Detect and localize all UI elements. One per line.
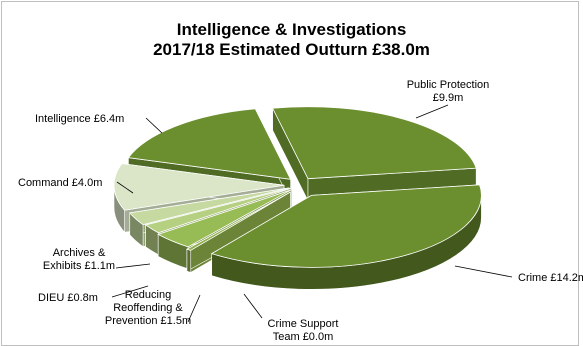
pie-slice-7 [127,108,292,180]
pie-slice-3 [157,189,292,248]
slice-label-line: £9.9m [433,92,464,104]
leader-line-6 [116,181,134,194]
chart-title-line1: Intelligence & Investigations [176,20,407,39]
slice-label-line: Archives & [53,247,106,259]
slice-label-4: DIEU £0.8m [38,292,98,304]
slice-label-line: Public Protection [407,79,490,91]
slice-label-3: Reducing Reoffending & Prevention £1.5m [105,289,191,327]
slice-label-line: Prevention £1.5m [105,315,191,327]
pie-slice-6 [113,163,285,211]
leader-line-4 [111,285,149,298]
leader-line-3 [187,294,201,323]
leader-line-2 [243,293,263,319]
pie-slice-0 [272,106,477,180]
slice-wall-2-0 [186,248,192,273]
slice-label-7: Intelligence £6.4m [35,113,124,125]
leader-line-0 [415,104,449,119]
leader-line-1 [454,265,513,278]
slice-label-line: Team £0.0m [273,331,334,340]
pie-slice-5 [129,187,290,226]
leader-line-7 [145,117,163,134]
slice-label-line: Crime Support [268,318,339,330]
slice-label-line: Intelligence £6.4m [35,113,124,125]
leader-line-5 [115,263,151,269]
slice-label-line: Reoffending & [113,302,183,314]
slice-label-line: Exhibits £1.1m [43,260,115,272]
pie-slice-4 [144,187,292,234]
slice-label-line: Command £4.0m [18,177,102,189]
pie-slice-2 [185,191,291,251]
slice-label-1: Crime £14.2m [518,272,583,284]
slice-label-0: Public Protection £9.9m [407,79,490,104]
slice-label-6: Command £4.0m [18,177,102,189]
slice-label-2: Crime Support Team £0.0m [268,318,339,340]
pie-slice-1 [210,184,482,268]
slice-label-line: DIEU £0.8m [38,292,98,304]
slice-label-line: Reducing [125,289,171,301]
chart-title-line2: 2017/18 Estimated Outturn £38.0m [153,40,430,59]
slice-label-line: Crime £14.2m [518,272,583,284]
slice-label-5: Archives & Exhibits £1.1m [43,247,115,272]
